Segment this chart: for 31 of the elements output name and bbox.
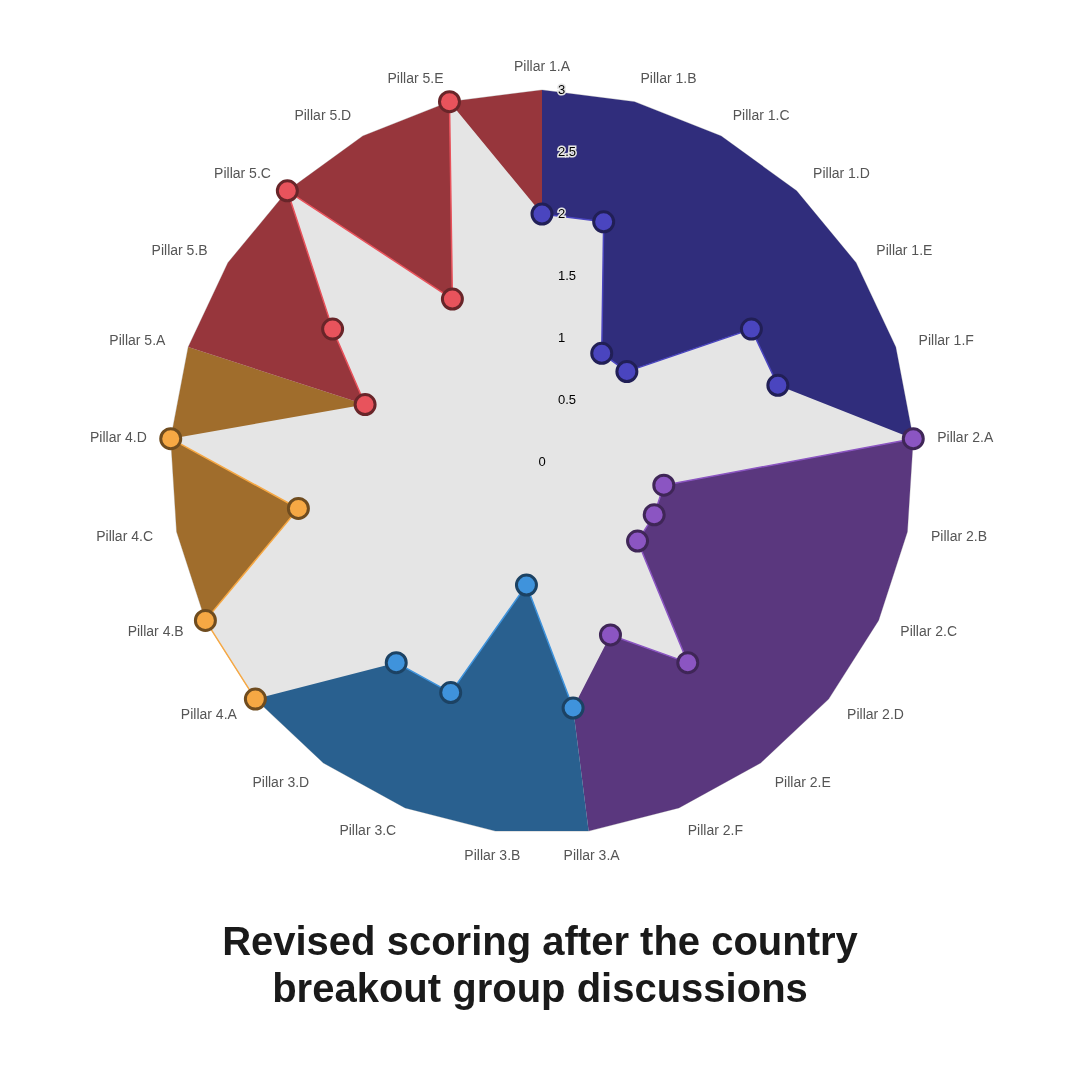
spoke-label: Pillar 2.A: [937, 429, 994, 446]
spoke-label: Pillar 1.D: [813, 165, 870, 182]
y-tick-label: 1: [558, 330, 566, 345]
spoke-label: Pillar 2.F: [687, 822, 744, 839]
spoke-label: Pillar 4.B: [127, 622, 184, 639]
spoke-label: Pillar 5.C: [214, 165, 271, 182]
spoke-label: Pillar 2.C: [900, 622, 958, 639]
y-tick-label: 0: [538, 454, 546, 469]
spoke-label: Pillar 5.E: [387, 70, 444, 87]
spoke-label: Pillar 2.B: [930, 528, 988, 545]
text: Revised scoring after the country breakout group discussions: [221, 918, 859, 1012]
spoke-label: Pillar 1.F: [918, 331, 974, 348]
spoke-label: Pillar 5.B: [151, 241, 208, 258]
spoke-label: Pillar 1.E: [876, 241, 933, 258]
spoke-label: Pillar 1.A: [513, 58, 571, 74]
spoke-label: Pillar 4.A: [180, 706, 238, 723]
spoke-label: Pillar 4.C: [96, 528, 154, 545]
spoke-label: Pillar 1.C: [732, 106, 790, 123]
spoke-label: Pillar 3.C: [339, 822, 397, 839]
y-tick-label: 0.5: [558, 392, 577, 407]
spoke-label: Pillar 1.B: [640, 70, 697, 87]
y-tick-label: 1.5: [558, 268, 577, 283]
y-tick-label: 2.5: [558, 144, 577, 159]
spoke-label: Pillar 3.A: [563, 846, 621, 863]
spoke-label: Pillar 2.E: [774, 774, 831, 791]
spoke-label: Pillar 4.D: [89, 429, 147, 446]
spoke-label: Pillar 3.D: [252, 774, 310, 791]
spoke-label: Pillar 2.D: [847, 706, 904, 723]
spoke-label: Pillar 5.D: [294, 106, 352, 123]
spoke-label: Pillar 3.B: [464, 846, 521, 863]
spoke-label: Pillar 5.A: [109, 331, 167, 348]
